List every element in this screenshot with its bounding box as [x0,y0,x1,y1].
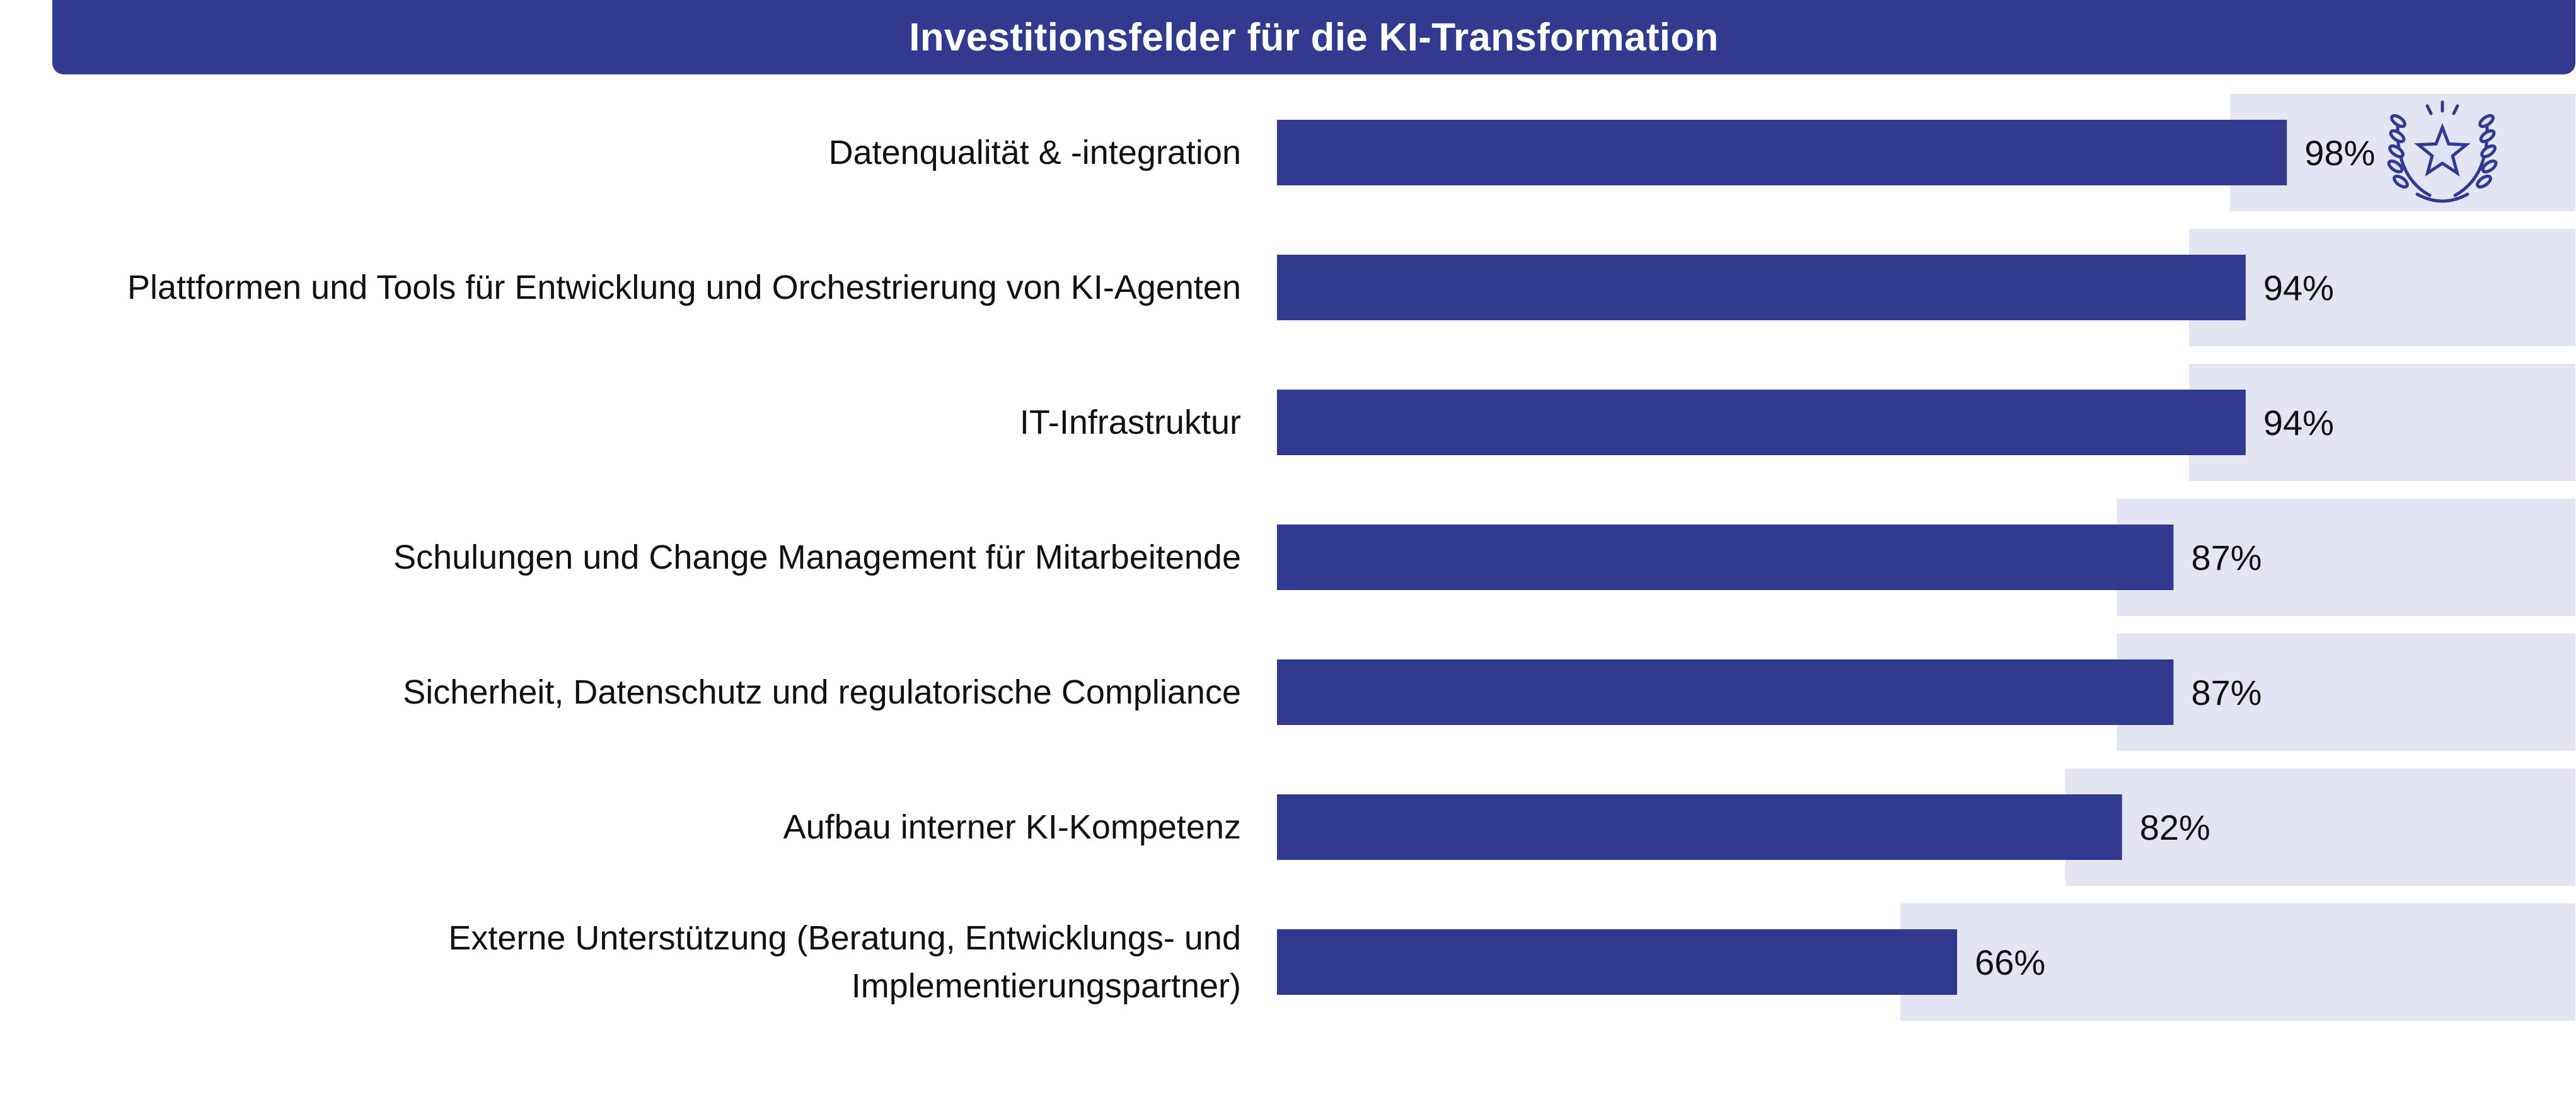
bar-highlight-band [1900,903,2575,1021]
bar [1277,794,2122,860]
chart-title-bar: Investitionsfelder für die KI-Transforma… [52,0,2575,74]
bar [1277,929,1958,995]
category-label: Schulungen und Change Management für Mit… [393,538,1241,576]
category-label: Datenqualität & -integration [828,134,1241,171]
value-label: 82% [2140,808,2210,847]
value-label: 98% [2304,133,2375,173]
bar-highlight-band [2117,499,2575,616]
bar-highlight-band [2188,229,2575,346]
value-label: 87% [2191,538,2261,577]
category-label: Plattformen und Tools für Entwicklung un… [127,269,1241,306]
bar [1277,255,2246,320]
value-label: 94% [2263,403,2334,443]
bar [1277,659,2174,725]
chart-title: Investitionsfelder für die KI-Transforma… [909,15,1719,59]
value-label: 94% [2263,268,2334,308]
category-label: IT-Infrastruktur [1019,403,1241,441]
bar [1277,390,2246,455]
bar [1277,120,2287,185]
bar-highlight-band [2188,364,2575,481]
bar [1277,525,2174,590]
bar-highlight-band [2065,768,2575,886]
category-label: Sicherheit, Datenschutz und regulatorisc… [403,673,1241,711]
category-label: Externe Unterstützung (Beratung, Entwick… [448,919,1241,1005]
category-label: Aufbau interner KI-Kompetenz [783,808,1241,846]
value-label: 66% [1975,942,2045,982]
bar-highlight-band [2117,634,2575,751]
value-label: 87% [2191,673,2261,712]
laurel-star-icon [2387,100,2498,203]
